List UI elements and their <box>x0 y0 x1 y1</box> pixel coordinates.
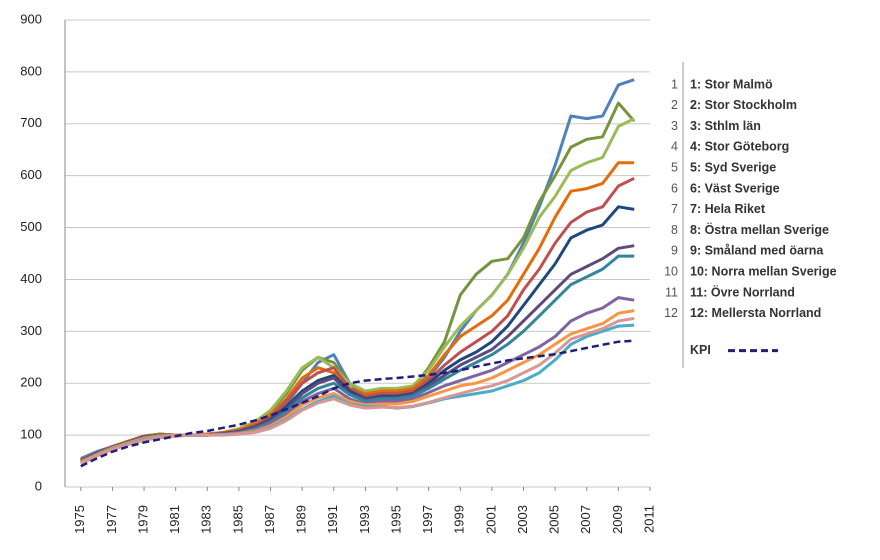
legend-label: 5: Syd Sverige <box>690 160 776 174</box>
legend-label: KPI <box>690 343 711 357</box>
y-tick-label: 400 <box>20 271 42 286</box>
legend-label: 1: Stor Malmö <box>690 77 773 91</box>
series-line <box>80 117 635 463</box>
y-tick-label: 700 <box>20 115 42 130</box>
legend-label: 10: Norra mellan Sverige <box>690 264 837 278</box>
y-tick-label: 500 <box>20 219 42 234</box>
x-tick-label: 2011 <box>641 505 656 533</box>
y-tick-label: 200 <box>20 375 42 390</box>
legend-number: 1 <box>671 77 678 91</box>
legend-label: 7: Hela Riket <box>690 202 766 216</box>
legend-label: 4: Stor Göteborg <box>690 140 789 154</box>
x-tick-label: 1989 <box>294 505 309 534</box>
series-line <box>80 161 635 462</box>
x-tick-label: 1981 <box>167 505 182 534</box>
legend-number: 4 <box>671 140 678 154</box>
series-line <box>80 339 635 468</box>
series-line <box>80 176 635 462</box>
y-tick-label: 600 <box>20 167 42 182</box>
x-tick-label: 2007 <box>578 505 593 534</box>
legend-number: 12 <box>664 306 678 320</box>
x-tick-label: 2009 <box>610 505 625 534</box>
legend-number: 10 <box>664 264 678 278</box>
x-tick-label: 1985 <box>230 505 245 534</box>
legend-label: 2: Stor Stockholm <box>690 98 797 112</box>
legend-number: 3 <box>671 119 678 133</box>
legend-label: 8: Östra mellan Sverige <box>690 222 829 237</box>
legend-number: 8 <box>671 223 678 237</box>
x-tick-label: 1991 <box>325 505 340 534</box>
y-tick-label: 100 <box>20 427 42 442</box>
series-line <box>80 316 635 465</box>
legend-number: 7 <box>671 202 678 216</box>
legend-label: 9: Småland med öarna <box>690 244 824 258</box>
series-line <box>80 205 635 463</box>
y-tick-label: 300 <box>20 323 42 338</box>
y-tick-label: 0 <box>35 478 42 493</box>
y-tick-label: 900 <box>20 11 42 26</box>
x-tick-label: 1975 <box>72 505 87 534</box>
series-line <box>80 254 635 463</box>
x-tick-label: 2001 <box>483 505 498 534</box>
legend-label: 3: Sthlm län <box>690 119 761 133</box>
x-tick-label: 1977 <box>104 505 119 534</box>
legend-number: 2 <box>671 98 678 112</box>
legend-number: 11 <box>665 285 678 299</box>
legend-label: 12: Mellersta Norrland <box>690 306 821 320</box>
x-tick-label: 1997 <box>420 505 435 534</box>
x-tick-label: 1983 <box>199 505 214 534</box>
x-tick-label: 1979 <box>135 505 150 534</box>
x-tick-label: 2005 <box>547 505 562 534</box>
legend-number: 5 <box>671 160 678 174</box>
x-tick-label: 1993 <box>357 505 372 534</box>
x-tick-label: 1987 <box>262 505 277 534</box>
y-tick-label: 800 <box>20 63 42 78</box>
legend-number: 9 <box>671 244 678 258</box>
x-tick-label: 1999 <box>452 505 467 534</box>
x-tick-label: 2003 <box>515 505 530 534</box>
legend-number: 6 <box>671 181 678 195</box>
x-tick-label: 1995 <box>388 505 403 534</box>
legend-label: 6: Väst Sverige <box>690 181 780 195</box>
series-line <box>80 244 635 463</box>
legend-label: 11: Övre Norrland <box>690 284 795 299</box>
